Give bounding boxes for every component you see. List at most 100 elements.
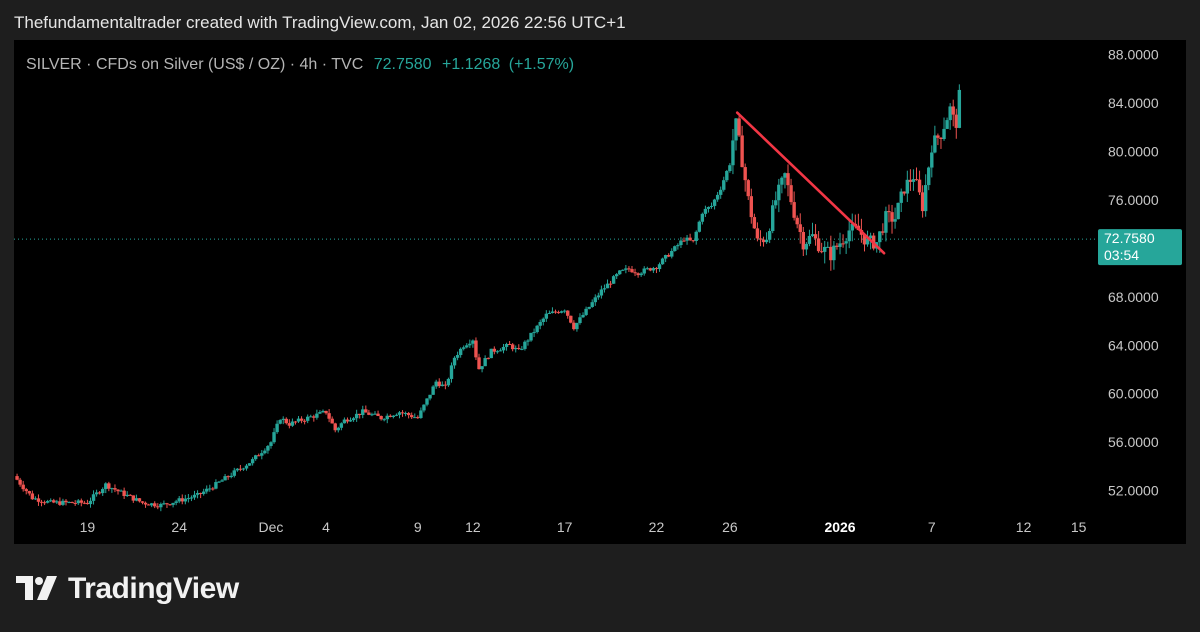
candle-body	[174, 501, 178, 503]
candle-body	[67, 501, 71, 503]
candle-body	[348, 420, 353, 422]
candle-body	[434, 381, 438, 387]
candle-body	[64, 500, 68, 503]
candle-body	[192, 494, 197, 498]
candle-body	[247, 463, 252, 466]
candle-body	[61, 500, 65, 505]
candle-body	[771, 205, 775, 232]
candle-body	[734, 118, 738, 141]
candle-body	[703, 208, 708, 214]
candle-body	[572, 322, 576, 330]
candle-body	[45, 501, 50, 503]
candle-body	[936, 135, 940, 138]
candle-body	[214, 482, 218, 489]
candle-body	[789, 185, 793, 203]
candle-body	[76, 500, 80, 504]
candle-body	[804, 243, 809, 250]
candle-body	[795, 217, 799, 225]
candle-body	[410, 415, 414, 418]
candle-body	[241, 468, 246, 470]
candle-body	[101, 489, 105, 494]
candle-body	[223, 476, 227, 481]
candle-body	[767, 231, 772, 240]
candle-body	[666, 255, 671, 257]
chart-caption: Thefundamentaltrader created with Tradin…	[14, 13, 626, 32]
candle-body	[159, 503, 163, 508]
candle-body	[217, 481, 221, 483]
candle-body	[327, 413, 331, 419]
candle-body	[79, 500, 84, 503]
candle-body	[146, 504, 151, 506]
candle-body	[605, 283, 610, 289]
candle-body	[358, 413, 362, 415]
legend-last-price: 72.7580	[373, 56, 432, 73]
candle-body	[382, 419, 386, 421]
symbol-legend[interactable]: SILVER · CFDs on Silver (US$ / OZ) · 4h …	[26, 56, 574, 74]
candle-body	[911, 179, 916, 182]
candle-body	[312, 416, 316, 418]
candle-body	[73, 502, 77, 504]
candle-body	[507, 343, 512, 345]
trendline	[735, 111, 886, 255]
candle-body	[137, 498, 142, 502]
candle-body	[596, 295, 601, 298]
candle-body	[896, 202, 900, 220]
candle-body	[324, 410, 328, 414]
candle-body	[440, 384, 445, 387]
candle-body	[749, 196, 753, 218]
candle-body	[743, 167, 747, 181]
candle-body	[477, 357, 481, 370]
candle-body	[388, 415, 392, 417]
candle-body	[153, 503, 157, 507]
candle-body	[783, 173, 787, 178]
candle-body	[755, 228, 760, 239]
candle-body	[581, 314, 585, 318]
candle-body	[104, 483, 108, 490]
candle-body	[27, 491, 31, 494]
chart-panel[interactable]: 88.0000 84.0000 80.0000 76.0000 68.0000 64.00…	[14, 40, 1186, 544]
candle-body	[914, 179, 919, 181]
candle-body	[205, 488, 209, 492]
candle-body	[535, 325, 539, 333]
candle-body	[670, 250, 674, 257]
candle-body	[345, 419, 350, 422]
candle-body	[495, 351, 500, 353]
candle-body	[143, 502, 148, 505]
candle-body	[865, 238, 870, 245]
last-price-tag	[1098, 229, 1182, 266]
candle-body	[455, 355, 460, 358]
candle-body	[116, 489, 120, 492]
candle-body	[39, 501, 44, 503]
candle-body	[868, 235, 873, 239]
legend-change: +1.1268	[442, 56, 501, 73]
candle-body	[379, 416, 383, 420]
candle-body	[367, 412, 371, 415]
candle-body	[49, 500, 53, 502]
candle-body	[489, 348, 493, 359]
candle-body	[336, 427, 340, 431]
candle-body	[165, 503, 169, 505]
candle-body	[645, 268, 649, 270]
candle-body	[556, 312, 561, 314]
candle-body	[930, 152, 934, 168]
candle-body	[318, 412, 322, 414]
candle-body	[642, 268, 646, 274]
last-price-tag-price: 72.7580	[1104, 230, 1155, 246]
candle-body	[636, 273, 640, 276]
candle-body	[208, 488, 212, 490]
candle-body	[492, 348, 497, 352]
price-chart[interactable]: 88.0000 84.0000 80.0000 76.0000 68.0000 64.00…	[14, 40, 1186, 544]
candle-body	[651, 268, 656, 271]
candle-body	[746, 180, 750, 197]
candle-body	[413, 417, 417, 419]
candle-body	[195, 492, 200, 495]
candle-body	[198, 492, 203, 494]
candle-body	[550, 311, 555, 314]
price-axis: 88.0000 84.0000 80.0000 76.0000 68.0000 64.00…	[1108, 47, 1159, 499]
candle-body	[917, 179, 922, 193]
candle-body	[514, 347, 518, 350]
candle-body	[761, 239, 766, 243]
candle-body	[180, 498, 184, 502]
time-axis-label: 24	[171, 519, 187, 535]
